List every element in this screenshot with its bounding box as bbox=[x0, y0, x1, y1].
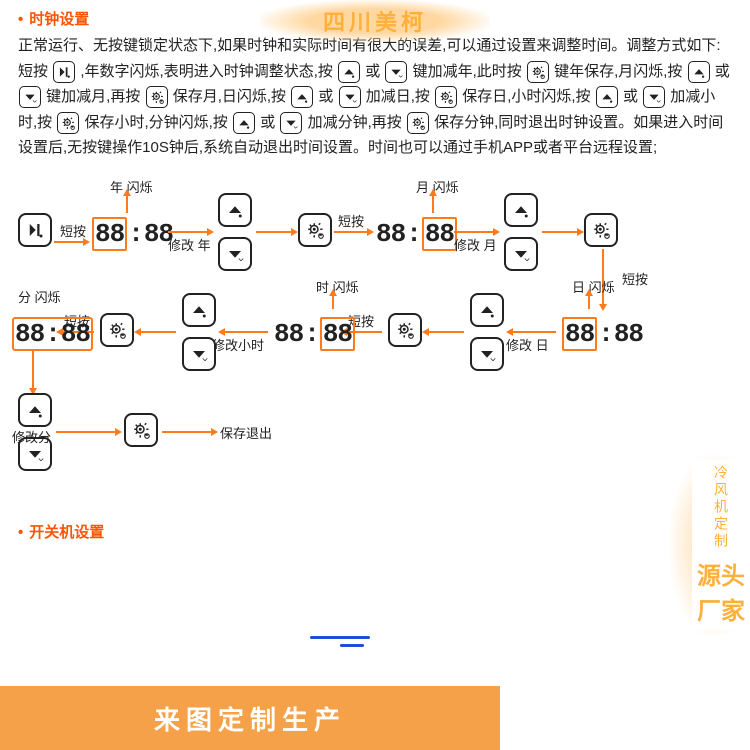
mod-hour-label: 修改小时 bbox=[212, 335, 264, 354]
up-button[interactable] bbox=[470, 293, 504, 327]
watermark-side-big1: 源头 bbox=[697, 556, 745, 591]
desc-text: 保存小时,分钟闪烁,按 bbox=[85, 114, 228, 131]
up-button[interactable] bbox=[182, 293, 216, 327]
digit-display: 88:88 bbox=[562, 317, 643, 351]
blue-line-segment bbox=[310, 636, 370, 639]
chevron-up-icon bbox=[596, 86, 618, 108]
arrow-right bbox=[542, 231, 578, 233]
arrow-right bbox=[168, 231, 208, 233]
hour-blink-label: 时 闪烁 bbox=[316, 277, 359, 296]
digit-display: 88:88 bbox=[12, 317, 93, 351]
chevron-up-icon bbox=[688, 61, 710, 83]
bottom-banner-text: 来图定制生产 bbox=[154, 700, 346, 737]
chevron-down-icon bbox=[339, 86, 361, 108]
chevron-up-icon bbox=[233, 112, 255, 134]
year-blink-label: 年 闪烁 bbox=[110, 177, 153, 196]
blue-line-segment bbox=[340, 644, 364, 647]
chevron-up-icon bbox=[338, 61, 360, 83]
down-button[interactable] bbox=[218, 237, 252, 271]
arrow-right bbox=[56, 431, 116, 433]
gear-icon bbox=[407, 112, 429, 134]
mod-month-label: 修改 月 bbox=[454, 235, 497, 254]
arrow-right bbox=[256, 231, 292, 233]
bottom-banner: 来图定制生产 bbox=[0, 668, 750, 750]
desc-text: 键加减月,再按 bbox=[46, 88, 140, 105]
down-button[interactable] bbox=[182, 337, 216, 371]
gear-icon bbox=[146, 86, 168, 108]
desc-text: 或 bbox=[318, 88, 333, 105]
chevron-up-icon bbox=[291, 86, 313, 108]
desc-text: 或 bbox=[365, 63, 380, 80]
min-blink-label: 分 闪烁 bbox=[18, 287, 61, 306]
gear-icon bbox=[527, 61, 549, 83]
mod-min-label: 修改分 bbox=[12, 427, 62, 446]
chevron-down-icon bbox=[385, 61, 407, 83]
chevron-down-icon bbox=[643, 86, 665, 108]
arrow-left bbox=[428, 331, 464, 333]
watermark-side-big2: 厂家 bbox=[697, 591, 745, 626]
up-button[interactable] bbox=[218, 193, 252, 227]
arrow-up bbox=[432, 195, 434, 213]
gear-button[interactable] bbox=[100, 313, 134, 347]
clock-setting-flowchart: 短按 年 闪烁 88:88 修改 年 短按 月 闪烁 88:88 修改 月 短按 bbox=[18, 169, 732, 509]
desc-text: 键年保存,月闪烁,按 bbox=[554, 63, 682, 80]
digit-display: 88:88 bbox=[274, 317, 355, 351]
play-button[interactable] bbox=[18, 213, 52, 247]
down-button[interactable] bbox=[470, 337, 504, 371]
section-clock-title: 时钟设置 bbox=[18, 8, 732, 29]
chevron-down-icon bbox=[19, 86, 41, 108]
section-power-title: 开关机设置 bbox=[18, 521, 732, 542]
play-pause-icon bbox=[53, 61, 75, 83]
desc-text: 或 bbox=[260, 114, 275, 131]
desc-text: 保存月,日闪烁,按 bbox=[173, 88, 286, 105]
gear-button[interactable] bbox=[584, 213, 618, 247]
gear-icon bbox=[57, 112, 79, 134]
arrow-left bbox=[140, 331, 176, 333]
desc-text: 或 bbox=[715, 63, 730, 80]
gear-button[interactable] bbox=[124, 413, 158, 447]
day-blink-label: 日 闪烁 bbox=[572, 277, 615, 296]
desc-text: 或 bbox=[623, 88, 638, 105]
arrow-left bbox=[512, 331, 556, 333]
up-button[interactable] bbox=[504, 193, 538, 227]
month-blink-label: 月 闪烁 bbox=[416, 177, 459, 196]
arrow-right bbox=[162, 431, 212, 433]
save-exit-label: 保存退出 bbox=[220, 423, 272, 442]
arrow-up bbox=[332, 295, 334, 309]
gear-button[interactable] bbox=[298, 213, 332, 247]
mod-year-label: 修改 年 bbox=[168, 235, 211, 254]
digit-display: 88:88 bbox=[376, 217, 457, 251]
gear-button[interactable] bbox=[388, 313, 422, 347]
mod-day-label: 修改 日 bbox=[506, 335, 549, 354]
arrow-up bbox=[126, 195, 128, 213]
chevron-down-icon bbox=[280, 112, 302, 134]
arrow-right bbox=[454, 231, 494, 233]
short-press-label: 短按 bbox=[622, 269, 648, 288]
arrow-right bbox=[54, 241, 84, 243]
short-press-label: 短按 bbox=[338, 211, 364, 230]
gear-icon bbox=[435, 86, 457, 108]
arrow-right bbox=[334, 231, 368, 233]
desc-text: 加减日,按 bbox=[366, 88, 430, 105]
description-paragraph: 正常运行、无按键锁定状态下,如果时钟和实际时间有很大的误差,可以通过设置来调整时… bbox=[18, 33, 732, 161]
desc-text: 加减分钟,再按 bbox=[308, 114, 402, 131]
arrow-left bbox=[224, 331, 268, 333]
down-button[interactable] bbox=[504, 237, 538, 271]
desc-text: 保存日,小时闪烁,按 bbox=[462, 88, 590, 105]
desc-text: 键加减年,此时按 bbox=[413, 63, 522, 80]
arrow-down bbox=[32, 349, 34, 389]
arrow-up bbox=[588, 295, 590, 309]
desc-text: ,年数字闪烁,表明进入时钟调整状态,按 bbox=[80, 63, 333, 80]
up-button[interactable] bbox=[18, 393, 52, 427]
digit-display: 88:88 bbox=[92, 217, 173, 251]
